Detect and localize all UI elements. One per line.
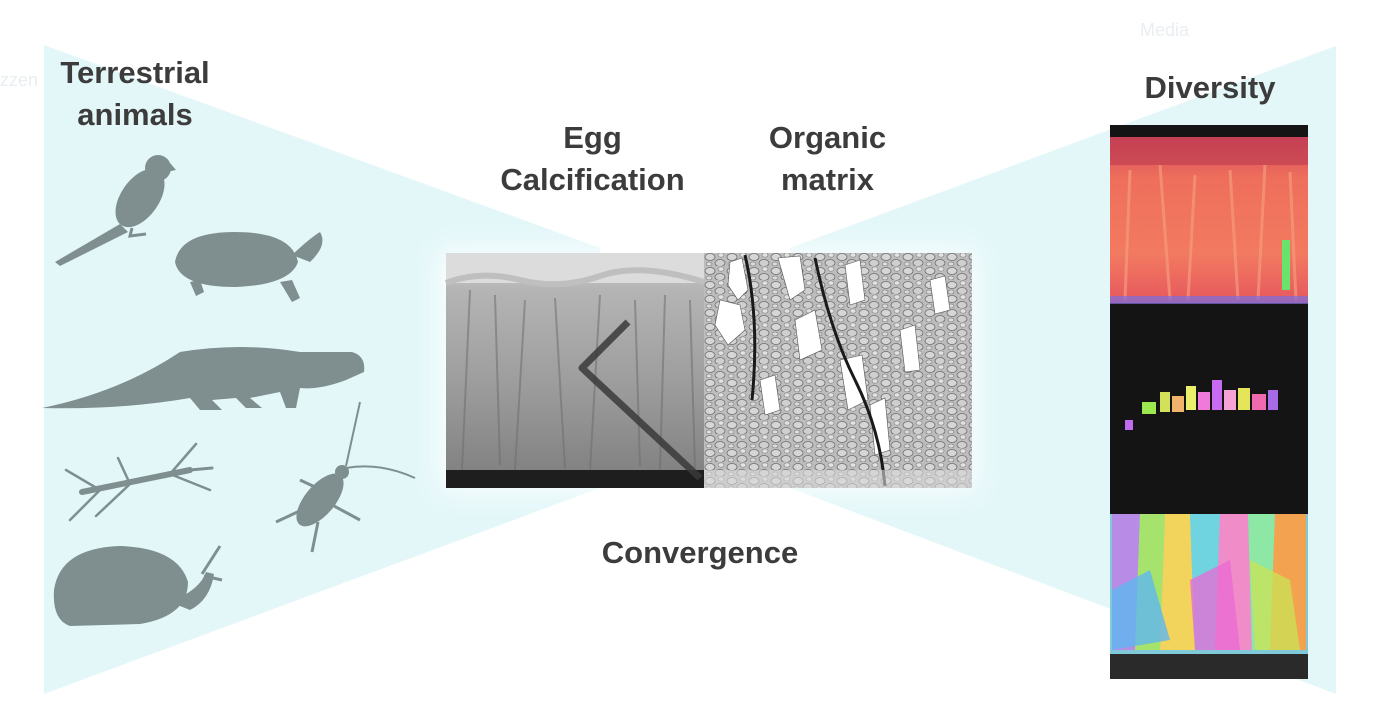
background-text-fragment: zzen	[0, 70, 39, 90]
diversity-panel-2	[1110, 310, 1308, 492]
organic-matrix-label: Organic matrix	[745, 117, 910, 201]
snail-icon	[53, 545, 223, 626]
terrestrial-animals-label: Terrestrial animals	[40, 52, 230, 136]
diversity-label: Diversity	[1144, 70, 1276, 105]
diversity-panel-1	[1110, 125, 1308, 310]
organic-matrix-micrograph	[704, 253, 972, 488]
calcification-micrograph	[444, 253, 705, 488]
convergence-label: Convergence	[601, 535, 799, 570]
cockroach-icon	[275, 401, 416, 553]
label-line: Calcification	[500, 162, 685, 197]
turtle-icon	[175, 232, 323, 302]
stick-insect-icon	[64, 442, 214, 522]
egg-calcification-label: Egg Calcification	[480, 117, 705, 201]
crocodile-icon	[42, 347, 365, 410]
label-line: Egg	[563, 120, 622, 155]
label-line: Organic	[768, 120, 887, 155]
label-line: Terrestrial	[60, 55, 210, 90]
label-line: animals	[77, 97, 193, 132]
label-line: matrix	[780, 162, 875, 197]
background-text-fragment: Media	[1140, 20, 1190, 40]
bird-icon	[55, 155, 176, 266]
diversity-panel-3	[1110, 492, 1308, 679]
